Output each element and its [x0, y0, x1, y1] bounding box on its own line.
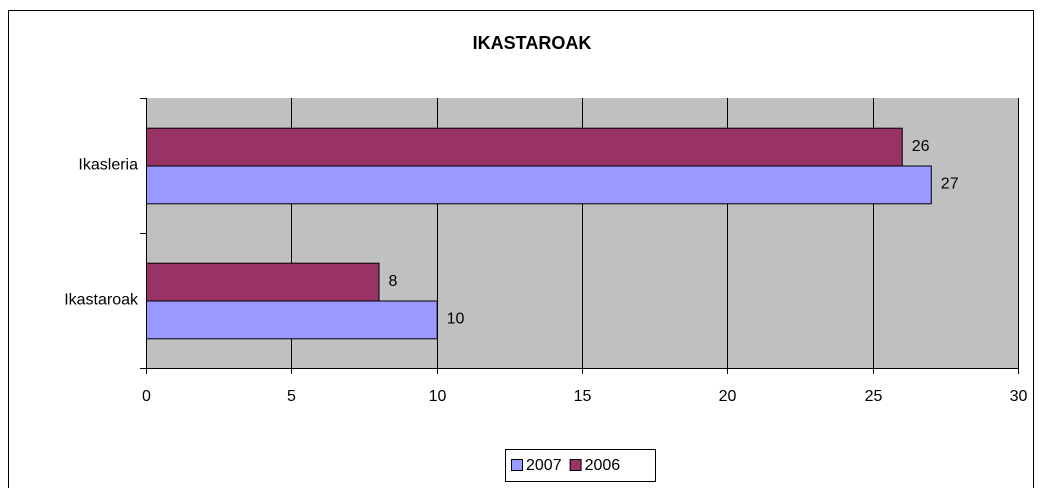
data-label: 26 [912, 138, 930, 155]
data-label: 8 [389, 273, 398, 290]
x-tick-label: 15 [574, 388, 592, 405]
data-label: 27 [941, 176, 959, 193]
data-label: 10 [447, 311, 465, 328]
x-tick-label: 25 [865, 388, 883, 405]
bar [146, 165, 932, 205]
bar [146, 127, 903, 167]
x-tick-label: 30 [1010, 388, 1028, 405]
x-tick-label: 0 [142, 388, 151, 405]
legend-swatch [511, 459, 523, 471]
legend-label: 2007 [526, 457, 562, 474]
x-tick-label: 10 [429, 388, 447, 405]
legend-label: 2006 [585, 457, 621, 474]
y-tick-label: Ikasleria [78, 157, 138, 174]
legend-swatch [569, 459, 582, 471]
chart-title: IKASTAROAK [473, 33, 592, 53]
y-tick-label: Ikastaroak [64, 292, 139, 309]
x-tick-label: 20 [719, 388, 737, 405]
bar [146, 262, 380, 302]
x-tick-label: 5 [287, 388, 296, 405]
bar [146, 300, 438, 340]
